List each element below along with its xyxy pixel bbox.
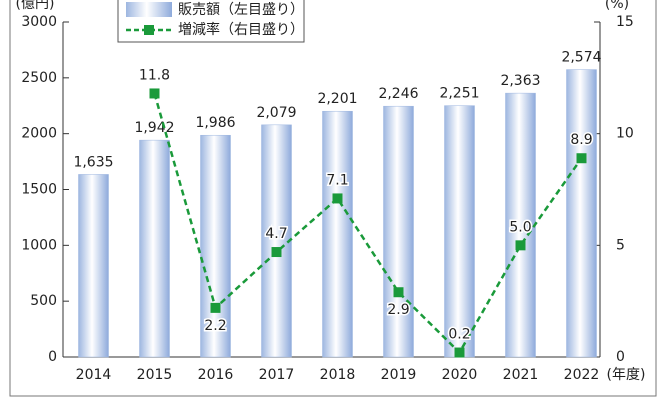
rate-marker [271, 247, 282, 258]
bar [505, 92, 536, 358]
bar-value-label: 1,942 [134, 120, 174, 136]
x-tick-label: 2015 [137, 367, 173, 383]
y-tick-label: 1500 [21, 182, 57, 198]
bar-value-label: 2,574 [561, 50, 601, 66]
frame [9, 0, 657, 397]
y-tick-label: 3000 [21, 14, 57, 30]
x-tick-label: 2021 [503, 367, 539, 383]
bar [78, 174, 109, 358]
y2-tick-label: 15 [616, 14, 634, 30]
rate-marker [210, 302, 221, 313]
x-tick-label: 2014 [76, 367, 112, 383]
bar [139, 139, 170, 358]
rate-marker [576, 153, 587, 164]
bar-value-label: 1,986 [195, 115, 235, 131]
y-tick-label: 0 [48, 349, 57, 365]
bar-value-label: 1,635 [73, 154, 113, 170]
x-tick-label: 2016 [198, 367, 234, 383]
x-tick-label: 2022 [564, 367, 600, 383]
rate-value-label: 2.2 [204, 318, 226, 334]
y2-tick-label: 5 [616, 237, 625, 253]
legend-label: 販売額（左目盛り） [178, 2, 304, 18]
bar [261, 124, 292, 358]
bar-value-label: 2,246 [378, 86, 418, 102]
legend-marker-swatch [144, 25, 154, 35]
x-tick-label: 2018 [320, 367, 356, 383]
rate-marker [149, 88, 160, 99]
rate-value-label: 11.8 [139, 67, 170, 83]
bar-value-label: 2,201 [317, 91, 357, 107]
rate-value-label: 8.9 [570, 132, 592, 148]
bar-value-label: 2,363 [500, 73, 540, 89]
rate-value-label: 2.9 [387, 302, 409, 318]
bar [200, 134, 231, 358]
rate-value-label: 0.2 [448, 327, 470, 343]
rate-value-label: 5.0 [509, 219, 531, 235]
legend-label: 増減率（右目盛り） [178, 21, 304, 38]
rate-marker [393, 287, 404, 298]
bar [566, 69, 597, 358]
y2-axis-label: (%) [605, 0, 629, 12]
rate-marker [515, 240, 526, 251]
rate-value-label: 7.1 [326, 172, 348, 188]
bar-value-label: 2,079 [256, 105, 296, 121]
y-tick-label: 2000 [21, 126, 57, 142]
rate-value-label: 4.7 [265, 226, 287, 242]
y-tick-label: 1000 [21, 237, 57, 253]
y2-tick-label: 10 [616, 126, 634, 142]
bar [322, 110, 353, 358]
y-tick-label: 2500 [21, 70, 57, 86]
rate-marker [332, 193, 343, 204]
bar [444, 105, 475, 358]
x-tick-label: 2020 [442, 367, 478, 383]
y-tick-label: 500 [30, 293, 57, 309]
x-axis-label: (年度) [607, 367, 646, 383]
x-tick-label: 2019 [381, 367, 417, 383]
rate-marker [454, 347, 465, 358]
legend-bar-swatch [126, 2, 172, 17]
x-tick-label: 2017 [259, 367, 295, 383]
rate-line [153, 93, 583, 355]
bar [383, 105, 414, 358]
y2-tick-label: 0 [616, 349, 625, 365]
bar-value-label: 2,251 [439, 86, 479, 102]
y-axis-label: (億円) [16, 0, 55, 12]
